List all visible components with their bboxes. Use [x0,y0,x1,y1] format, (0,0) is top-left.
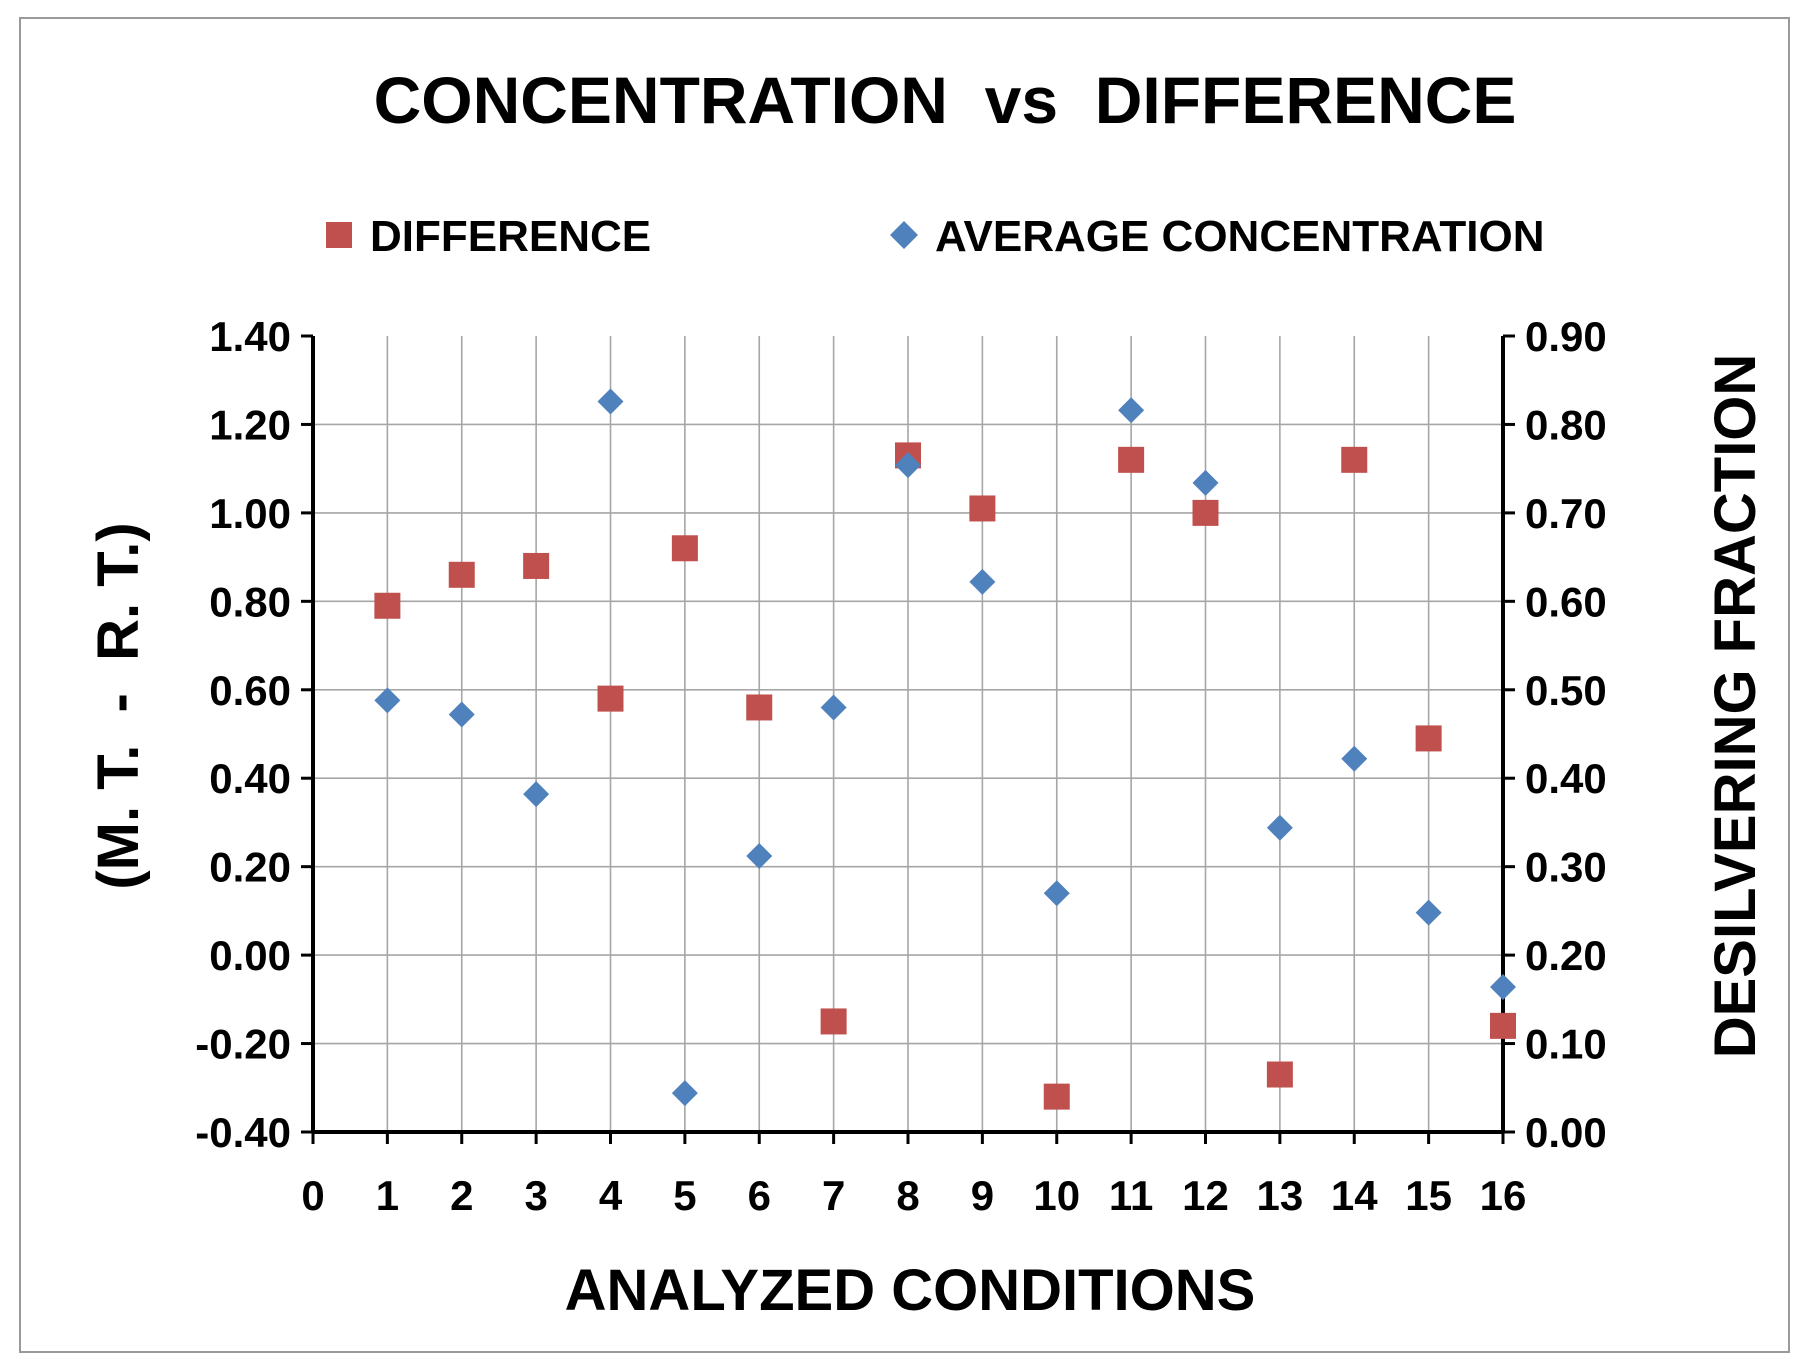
point-average-concentration [746,843,773,870]
point-average-concentration [969,568,996,595]
y-left-tick-label: 0.40 [209,755,291,802]
y-left-tick-label: 0.00 [209,932,291,979]
point-difference [1490,1012,1516,1039]
x-tick-label: 15 [1405,1172,1452,1219]
point-average-concentration [1043,880,1070,907]
y-right-tick-label: 0.90 [1525,313,1607,360]
y-right-tick-label: 0.80 [1525,401,1607,448]
point-average-concentration [1490,973,1516,1000]
legend: DIFFERENCE AVERAGE CONCENTRATION [326,212,1545,261]
point-average-concentration [895,452,921,479]
chart-title: CONCENTRATION vs DIFFERENCE [374,63,1517,137]
point-average-concentration [523,781,550,808]
y-left-tick-label: 0.20 [209,844,291,891]
x-tick-label: 2 [450,1172,473,1219]
legend-label-difference: DIFFERENCE [370,212,651,261]
axes [301,334,1515,1144]
y-right-tick-label: 0.30 [1525,844,1607,891]
legend-marker-average-concentration [890,221,918,249]
point-difference [1341,446,1368,473]
point-average-concentration [820,694,847,721]
x-tick-label: 8 [896,1172,919,1219]
point-average-concentration [671,1080,698,1107]
x-tick-label: 0 [301,1172,324,1219]
y-right-tick-label: 0.20 [1525,932,1607,979]
legend-marker-difference [326,222,352,248]
x-tick-label: 7 [822,1172,845,1219]
y-right-tick-label: 0.00 [1525,1109,1607,1156]
y-left-tick-label: 0.60 [209,667,291,714]
y-axis-right-title: DESILVERING FRACTION [1703,354,1768,1059]
x-tick-label: 10 [1033,1172,1080,1219]
data-points [374,388,1516,1110]
point-average-concentration [1118,397,1145,424]
point-difference [969,495,996,522]
y-left-tick-label: 1.00 [209,490,291,537]
point-difference [820,1008,847,1035]
x-tick-label: 4 [599,1172,623,1219]
point-difference [1192,499,1219,526]
point-difference [1118,446,1145,473]
y-axis-left-title: (M. T. - R. T.) [86,522,151,889]
y-left-tick-label: 0.80 [209,578,291,625]
x-tick-label: 12 [1182,1172,1229,1219]
legend-label-average-concentration: AVERAGE CONCENTRATION [935,212,1545,261]
y-right-tick-label: 0.40 [1525,755,1607,802]
x-tick-label: 5 [673,1172,696,1219]
y-right-tick-label: 0.10 [1525,1021,1607,1068]
point-difference [1043,1083,1070,1110]
x-tick-label: 9 [971,1172,994,1219]
point-average-concentration [1192,469,1219,496]
y-left-tick-label: -0.20 [195,1021,291,1068]
y-right-tick-label: 0.70 [1525,490,1607,537]
point-difference [374,592,401,619]
point-difference [1415,725,1442,752]
y-left-tick-label: -0.40 [195,1109,291,1156]
point-average-concentration [1341,745,1368,772]
point-difference [523,552,550,579]
x-tick-label: 14 [1331,1172,1378,1219]
y-left-tick-label: 1.20 [209,401,291,448]
grid [313,336,1503,1132]
tick-labels: 0 1 2 3 4 5 6 7 8 9 10 11 12 13 14 15 161.401.201.000.80… [195,313,1606,1219]
y-right-tick-label: 0.50 [1525,667,1607,714]
point-difference [1266,1061,1293,1088]
point-average-concentration [597,388,624,415]
point-average-concentration [1266,814,1293,841]
point-difference [671,535,698,562]
x-tick-label: 3 [524,1172,547,1219]
point-difference [597,685,624,712]
x-axis-title: ANALYZED CONDITIONS [565,1258,1256,1323]
x-tick-label: 16 [1480,1172,1527,1219]
x-tick-label: 13 [1257,1172,1304,1219]
x-tick-label: 11 [1109,1172,1153,1219]
point-average-concentration [448,701,475,728]
point-difference [746,694,773,721]
point-difference [448,561,475,588]
y-right-tick-label: 0.60 [1525,578,1607,625]
x-tick-label: 1 [376,1172,399,1219]
y-left-tick-label: 1.40 [209,313,291,360]
point-average-concentration [1415,899,1442,926]
point-average-concentration [374,687,401,714]
x-tick-label: 6 [748,1172,771,1219]
